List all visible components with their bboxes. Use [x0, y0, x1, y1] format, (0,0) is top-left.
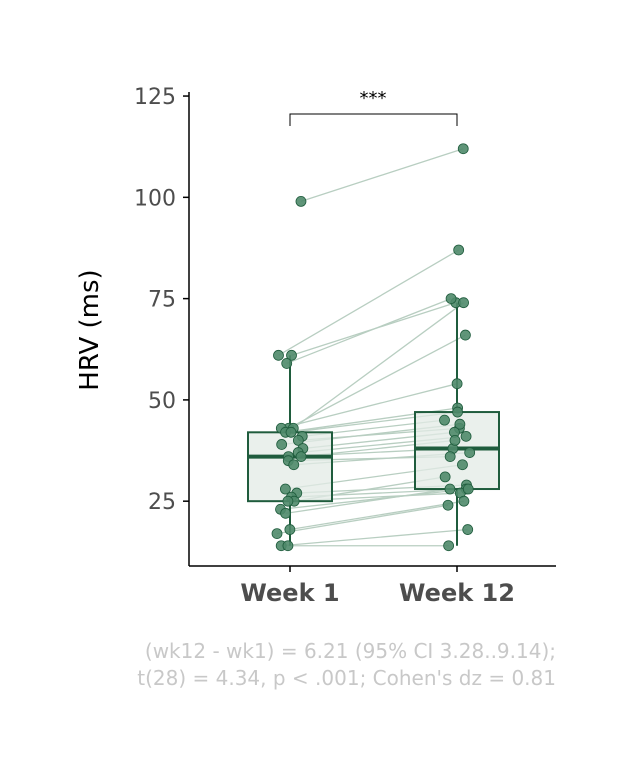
- caption-line-1: (wk12 - wk1) = 6.21 (95% CI 3.28..9.14);: [145, 639, 556, 663]
- data-point: [273, 349, 284, 361]
- pair-line: [278, 249, 460, 356]
- data-point: [462, 483, 474, 495]
- pair-line: [285, 488, 451, 514]
- data-point: [460, 329, 471, 341]
- data-point: [452, 406, 463, 418]
- data-point: [295, 195, 307, 207]
- data-point: [451, 378, 463, 390]
- y-tick-label: 125: [134, 85, 176, 110]
- y-tick-label: 25: [148, 490, 176, 515]
- data-point: [458, 297, 469, 309]
- data-point: [442, 499, 454, 511]
- data-point: [439, 414, 450, 426]
- pair-line: [276, 504, 449, 535]
- data-point: [276, 439, 288, 450]
- y-tick-label: 50: [148, 389, 176, 414]
- data-point: [458, 495, 470, 507]
- pair-line: [280, 488, 469, 510]
- data-point: [282, 540, 294, 552]
- data-point: [292, 435, 304, 446]
- pair-line: [281, 528, 468, 547]
- y-axis-ticks: 25 50 75 100 125: [134, 85, 189, 515]
- data-point: [449, 435, 461, 446]
- data-point: [443, 540, 455, 552]
- data-point: [453, 244, 465, 256]
- data-point: [460, 430, 472, 442]
- data-point: [444, 451, 456, 463]
- significance-bracket: [289, 113, 458, 126]
- data-point: [282, 495, 294, 507]
- caption-line-2: t(28) = 4.34, p < .001; Cohen's dz = 0.8…: [137, 666, 556, 690]
- data-point: [462, 524, 474, 535]
- data-point: [439, 471, 451, 483]
- pair-line: [286, 298, 452, 365]
- data-point: [457, 459, 468, 471]
- significance-label: ***: [360, 88, 387, 109]
- data-point: [454, 418, 466, 430]
- x-tick-label: Week 1: [240, 579, 339, 607]
- data-point: [285, 426, 297, 438]
- pair-line: [281, 383, 458, 429]
- data-points: [271, 143, 476, 552]
- y-axis-label: HRV (ms): [75, 269, 105, 390]
- pair-line: [300, 148, 464, 203]
- x-axis-ticks: Week 1 Week 12: [240, 566, 515, 607]
- data-point: [445, 293, 457, 305]
- pair-line: [292, 302, 464, 429]
- data-point: [271, 528, 283, 539]
- y-tick-label: 100: [134, 186, 176, 211]
- data-point: [286, 349, 297, 361]
- data-point: [457, 143, 469, 155]
- data-point: [281, 358, 293, 369]
- x-tick-label: Week 12: [399, 579, 515, 607]
- data-point: [288, 459, 300, 471]
- data-point: [284, 524, 296, 535]
- pair-line: [289, 500, 465, 531]
- data-point: [280, 507, 291, 519]
- pair-line: [288, 334, 466, 429]
- data-point: [464, 447, 476, 458]
- y-tick-label: 75: [148, 288, 176, 313]
- data-point: [444, 483, 456, 495]
- data-point: [279, 483, 291, 495]
- data-point: [295, 451, 307, 463]
